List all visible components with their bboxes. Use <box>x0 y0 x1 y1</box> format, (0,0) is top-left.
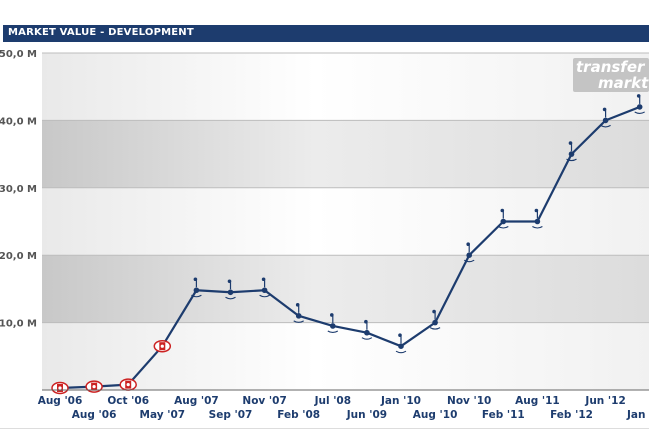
chart-header: MARKET VALUE - DEVELOPMENT <box>0 25 649 42</box>
data-point-marker[interactable] <box>395 333 407 354</box>
x-tick-label: Aug '11 <box>515 395 560 407</box>
data-point-marker[interactable] <box>153 339 172 353</box>
logo-line1: transfer <box>576 58 646 76</box>
plot-band <box>42 255 649 323</box>
x-tick-label: Aug '06 <box>72 409 117 421</box>
footer-divider <box>0 428 649 429</box>
plot-band <box>42 187 649 256</box>
y-tick-label: 30,0 M <box>0 184 37 195</box>
data-point-marker[interactable] <box>498 208 509 229</box>
x-tick-label: Jul '08 <box>314 395 351 407</box>
plot-band <box>42 53 649 121</box>
market-value-chart: 10,0 M 20,0 M 30,0 M 40,0 M 50,0 M transfer … <box>0 49 649 421</box>
x-tick-label: May '07 <box>140 409 186 421</box>
y-tick-label: 10,0 M <box>0 319 37 330</box>
plot-band <box>42 322 649 390</box>
chart-title: MARKET VALUE - DEVELOPMENT <box>8 27 194 38</box>
plot-band <box>42 120 649 188</box>
x-tick-label: Jun '12 <box>584 395 625 407</box>
data-point-marker[interactable] <box>600 107 611 128</box>
x-tick-label: Aug '06 <box>38 395 83 407</box>
x-tick-label: Feb '11 <box>482 409 525 421</box>
data-point-marker[interactable] <box>191 277 202 298</box>
data-point-marker[interactable] <box>119 378 137 391</box>
x-tick-label: Nov '07 <box>242 395 286 407</box>
x-tick-label: Jan ' <box>626 409 649 421</box>
data-point-marker[interactable] <box>429 309 441 330</box>
data-point-marker[interactable] <box>225 279 236 300</box>
x-tick-label: Aug '07 <box>174 395 219 407</box>
y-tick-label: 40,0 M <box>0 116 37 127</box>
x-tick-label: Aug '10 <box>413 409 458 421</box>
market-value-line <box>59 105 641 390</box>
data-point-marker[interactable] <box>259 277 270 298</box>
y-tick-label: 50,0 M <box>0 49 37 60</box>
data-point-marker[interactable] <box>566 141 577 162</box>
data-point-marker[interactable] <box>634 94 645 114</box>
x-tick-label: Sep '07 <box>209 409 253 421</box>
data-point-marker[interactable] <box>293 303 304 323</box>
x-tick-label: Jun '09 <box>346 409 387 421</box>
x-tick-label: Nov '10 <box>447 395 491 407</box>
data-point-marker[interactable] <box>51 381 69 395</box>
y-tick-label: 20,0 M <box>0 251 37 262</box>
x-tick-label: Oct '06 <box>107 395 149 407</box>
data-point-marker[interactable] <box>463 242 475 263</box>
transfermarkt-logo: transfer markt <box>573 58 649 92</box>
logo-line2: markt <box>598 74 649 92</box>
data-point-marker[interactable] <box>532 208 543 229</box>
data-point-marker[interactable] <box>85 380 103 393</box>
data-point-marker[interactable] <box>361 319 373 340</box>
header-accent <box>0 25 3 42</box>
data-point-marker[interactable] <box>327 313 339 334</box>
x-tick-label: Jan '10 <box>380 395 421 407</box>
x-tick-label: Feb '12 <box>550 409 593 421</box>
x-tick-label: Feb '08 <box>277 409 320 421</box>
